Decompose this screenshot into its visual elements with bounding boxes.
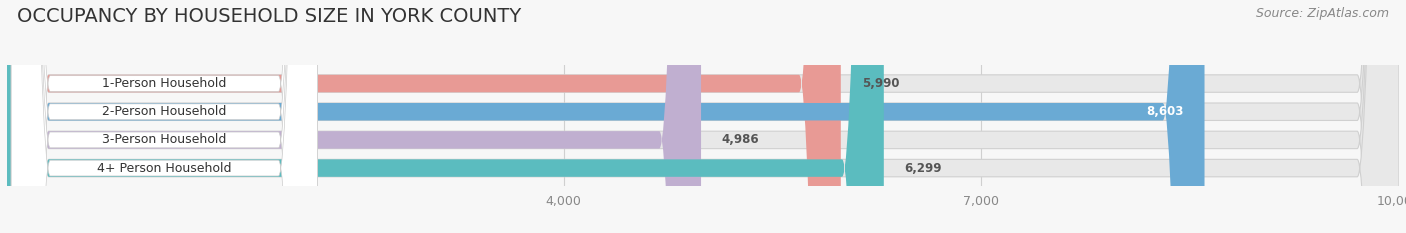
Text: 5,990: 5,990: [862, 77, 900, 90]
FancyBboxPatch shape: [11, 0, 318, 233]
Text: 1-Person Household: 1-Person Household: [103, 77, 226, 90]
FancyBboxPatch shape: [7, 0, 841, 233]
Text: 4,986: 4,986: [721, 134, 759, 146]
Text: OCCUPANCY BY HOUSEHOLD SIZE IN YORK COUNTY: OCCUPANCY BY HOUSEHOLD SIZE IN YORK COUN…: [17, 7, 522, 26]
FancyBboxPatch shape: [7, 0, 1399, 233]
Text: Source: ZipAtlas.com: Source: ZipAtlas.com: [1256, 7, 1389, 20]
FancyBboxPatch shape: [7, 0, 1205, 233]
Text: 2-Person Household: 2-Person Household: [103, 105, 226, 118]
Text: 3-Person Household: 3-Person Household: [103, 134, 226, 146]
FancyBboxPatch shape: [11, 0, 318, 233]
Text: 8,603: 8,603: [1146, 105, 1184, 118]
FancyBboxPatch shape: [7, 0, 884, 233]
FancyBboxPatch shape: [7, 0, 1399, 233]
FancyBboxPatch shape: [11, 0, 318, 233]
FancyBboxPatch shape: [7, 0, 702, 233]
FancyBboxPatch shape: [7, 0, 1399, 233]
Text: 4+ Person Household: 4+ Person Household: [97, 161, 232, 175]
FancyBboxPatch shape: [7, 0, 1399, 233]
Text: 6,299: 6,299: [904, 161, 942, 175]
FancyBboxPatch shape: [11, 0, 318, 233]
